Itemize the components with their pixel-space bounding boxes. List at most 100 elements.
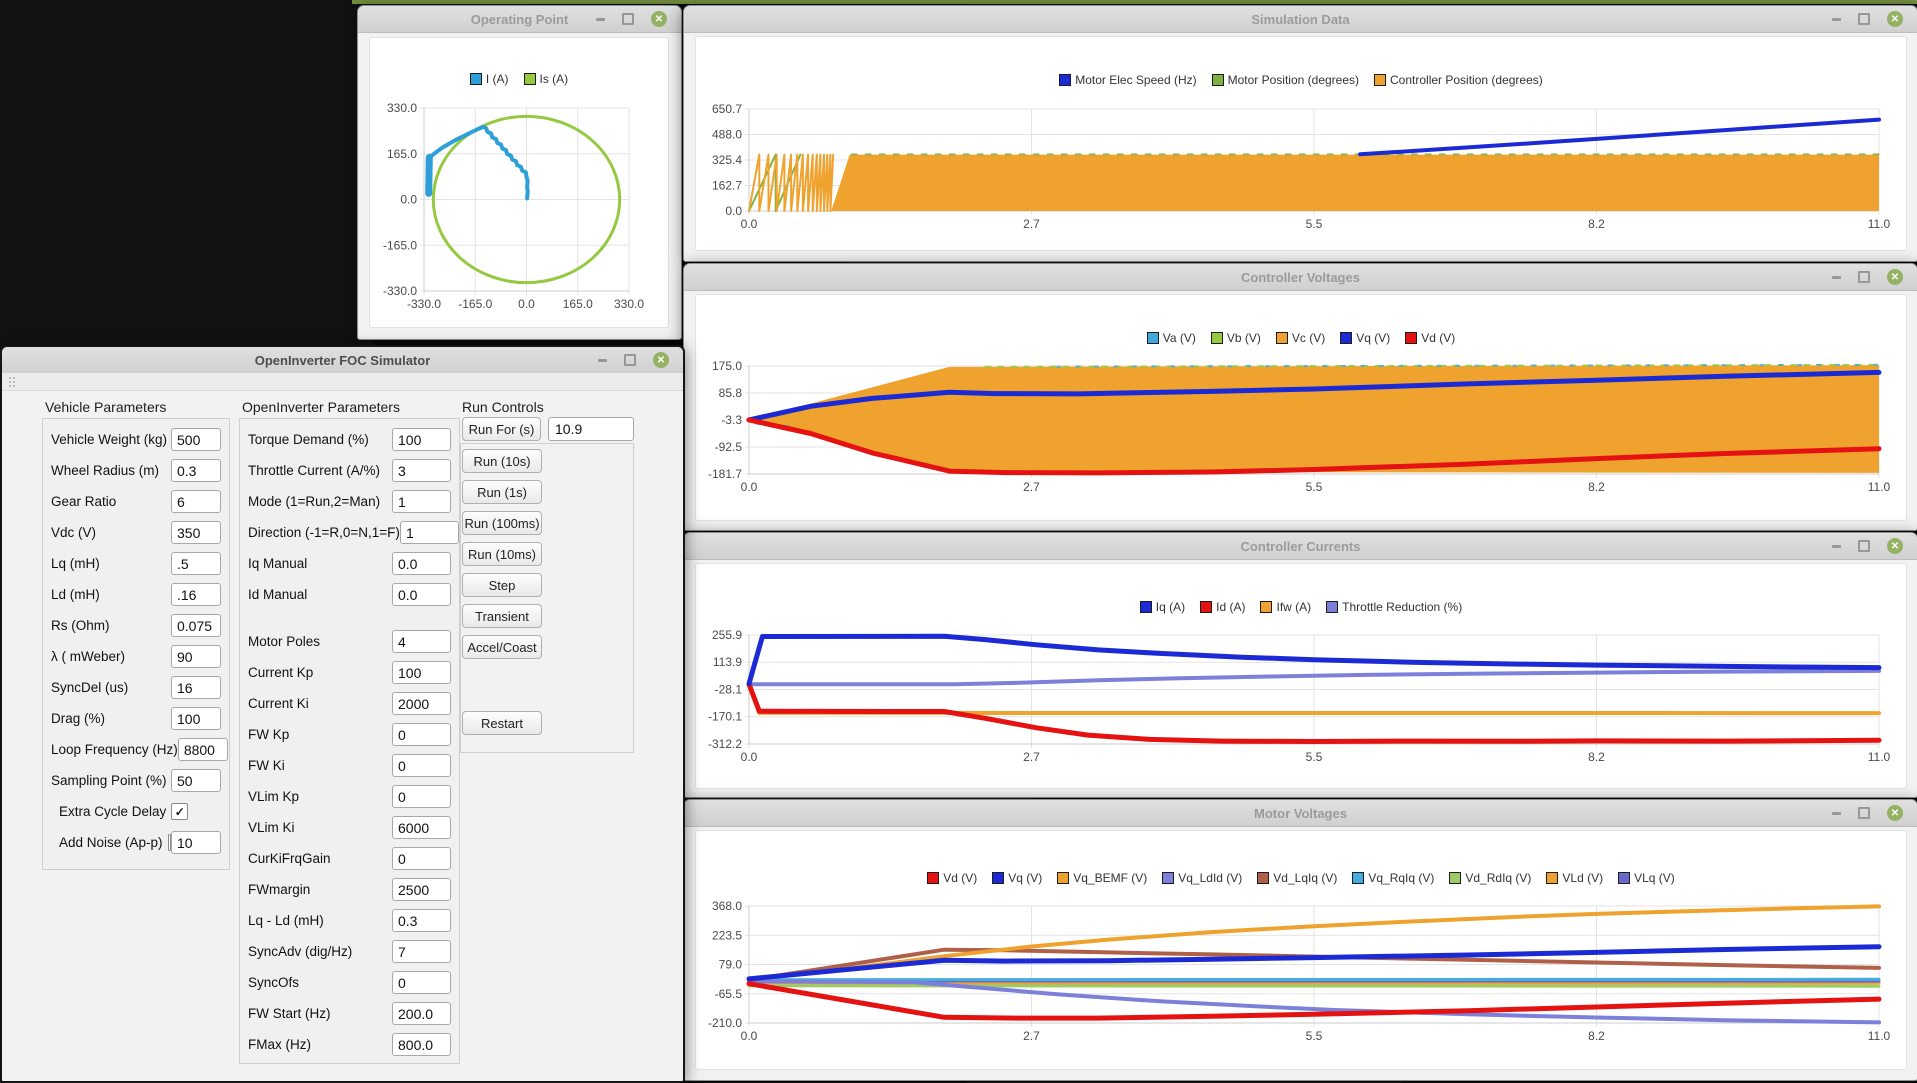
titlebar[interactable]: OpenInverter FOC Simulator ✕ <box>2 347 683 374</box>
run-1s-button[interactable]: Run (1s) <box>462 480 542 504</box>
legend-label: Vq_RqIq (V) <box>1368 871 1435 885</box>
param-input[interactable] <box>171 769 221 792</box>
svg-text:11.0: 11.0 <box>1868 217 1891 231</box>
param-input[interactable] <box>171 645 221 668</box>
param-label: Throttle Current (A/%) <box>248 463 381 478</box>
param-label: Loop Frequency (Hz) <box>51 742 178 757</box>
param-input[interactable] <box>392 552 451 575</box>
checkbox[interactable]: ✓ <box>171 803 189 820</box>
param-input[interactable] <box>392 909 451 932</box>
param-input[interactable] <box>392 940 451 963</box>
param-input[interactable] <box>392 878 451 901</box>
param-row: Lq (mH) <box>51 548 221 579</box>
titlebar[interactable]: Controller Voltages ✕ <box>684 264 1917 291</box>
run-for-button[interactable]: Run For (s) <box>462 417 541 441</box>
minimize-icon[interactable] <box>1832 17 1841 21</box>
restore-icon[interactable] <box>1858 13 1870 25</box>
titlebar[interactable]: Motor Voltages ✕ <box>684 800 1917 827</box>
minimize-icon[interactable] <box>598 358 607 362</box>
param-input[interactable] <box>171 676 221 699</box>
param-input[interactable] <box>392 723 451 746</box>
param-row: Ld (mH) <box>51 579 221 610</box>
restore-icon[interactable] <box>622 13 634 25</box>
param-input[interactable] <box>392 971 451 994</box>
run-100ms-button[interactable]: Run (100ms) <box>462 511 542 535</box>
param-input[interactable] <box>392 583 451 606</box>
param-input[interactable] <box>399 521 459 544</box>
close-icon[interactable]: ✕ <box>1887 805 1903 821</box>
legend-swatch-icon <box>1139 601 1152 613</box>
legend-label: Ifw (A) <box>1276 600 1312 614</box>
param-input[interactable] <box>177 738 228 761</box>
param-input[interactable] <box>392 692 451 715</box>
step-button[interactable]: Step <box>462 573 542 597</box>
titlebar[interactable]: Controller Currents ✕ <box>684 533 1917 560</box>
param-input[interactable] <box>171 583 221 606</box>
param-input[interactable] <box>392 816 451 839</box>
controller-voltages-window: Controller Voltages ✕ Va (V) Vb (V) Vc (V)… <box>683 263 1917 531</box>
minimize-icon[interactable] <box>1832 275 1841 279</box>
restore-icon[interactable] <box>624 354 636 366</box>
checkbox[interactable] <box>167 834 171 851</box>
minimize-icon[interactable] <box>1832 544 1841 548</box>
chart-legend: Iq (A) Id (A) Ifw (A) Throttle Reduction (%… <box>696 600 1906 614</box>
param-input[interactable] <box>171 831 221 854</box>
run-for-input[interactable] <box>548 417 634 441</box>
close-icon[interactable]: ✕ <box>1887 269 1903 285</box>
restart-button[interactable]: Restart <box>462 711 542 735</box>
restore-icon[interactable] <box>1858 271 1870 283</box>
transient-button[interactable]: Transient <box>462 604 542 628</box>
legend-label: Vd_RdIq (V) <box>1465 871 1532 885</box>
param-input[interactable] <box>392 754 451 777</box>
restore-icon[interactable] <box>1858 807 1870 819</box>
param-input[interactable] <box>171 707 221 730</box>
param-row: Add Noise (Ap-p) <box>51 827 221 858</box>
param-input[interactable] <box>171 459 221 482</box>
chart-panel: Va (V) Vb (V) Vc (V) Vq (V) Vd (V) 175.0 85.8… <box>695 294 1907 521</box>
param-input[interactable] <box>171 521 221 544</box>
run-10ms-button[interactable]: Run (10ms) <box>462 542 542 566</box>
chart-panel: Iq (A) Id (A) Ifw (A) Throttle Reduction (%… <box>695 563 1907 789</box>
param-input[interactable] <box>392 630 451 653</box>
legend-item: Is (A) <box>523 72 568 86</box>
param-input[interactable] <box>171 490 221 513</box>
svg-text:0.0: 0.0 <box>518 297 535 311</box>
drag-handle-icon[interactable] <box>8 376 17 387</box>
legend-swatch-icon <box>1211 74 1224 86</box>
param-input[interactable] <box>171 428 221 451</box>
param-input[interactable] <box>392 847 451 870</box>
close-icon[interactable]: ✕ <box>653 352 669 368</box>
param-row: Gear Ratio <box>51 486 221 517</box>
param-label: Add Noise (Ap-p) <box>59 835 163 850</box>
close-icon[interactable]: ✕ <box>1887 538 1903 554</box>
minimize-icon[interactable] <box>596 17 605 21</box>
param-row: SyncOfs <box>248 967 451 998</box>
param-label: FMax (Hz) <box>248 1037 311 1052</box>
param-input[interactable] <box>392 428 451 451</box>
legend-label: VLq (V) <box>1634 871 1675 885</box>
legend-label: Motor Position (degrees) <box>1227 73 1360 87</box>
legend-swatch-icon <box>1340 332 1353 344</box>
legend-label: Vd (V) <box>1421 331 1456 345</box>
legend-swatch-icon <box>1352 872 1365 884</box>
param-input[interactable] <box>171 552 221 575</box>
titlebar[interactable]: Simulation Data ✕ <box>684 6 1917 33</box>
close-icon[interactable]: ✕ <box>651 11 667 27</box>
param-input[interactable] <box>392 785 451 808</box>
run-10s-button[interactable]: Run (10s) <box>462 449 542 473</box>
restore-icon[interactable] <box>1858 540 1870 552</box>
titlebar[interactable]: Operating Point ✕ <box>358 6 681 33</box>
param-input[interactable] <box>392 459 451 482</box>
accel-coast-button[interactable]: Accel/Coast <box>462 635 542 659</box>
param-input[interactable] <box>392 1002 451 1025</box>
svg-text:8.2: 8.2 <box>1588 750 1605 764</box>
param-input[interactable] <box>392 1033 451 1056</box>
param-input[interactable] <box>171 614 221 637</box>
legend-label: Vq_BEMF (V) <box>1073 871 1148 885</box>
legend-item: Vc (V) <box>1275 331 1325 345</box>
legend-item: Vq_LdId (V) <box>1162 871 1242 885</box>
param-input[interactable] <box>392 490 451 513</box>
close-icon[interactable]: ✕ <box>1887 11 1903 27</box>
minimize-icon[interactable] <box>1832 811 1841 815</box>
param-input[interactable] <box>392 661 451 684</box>
